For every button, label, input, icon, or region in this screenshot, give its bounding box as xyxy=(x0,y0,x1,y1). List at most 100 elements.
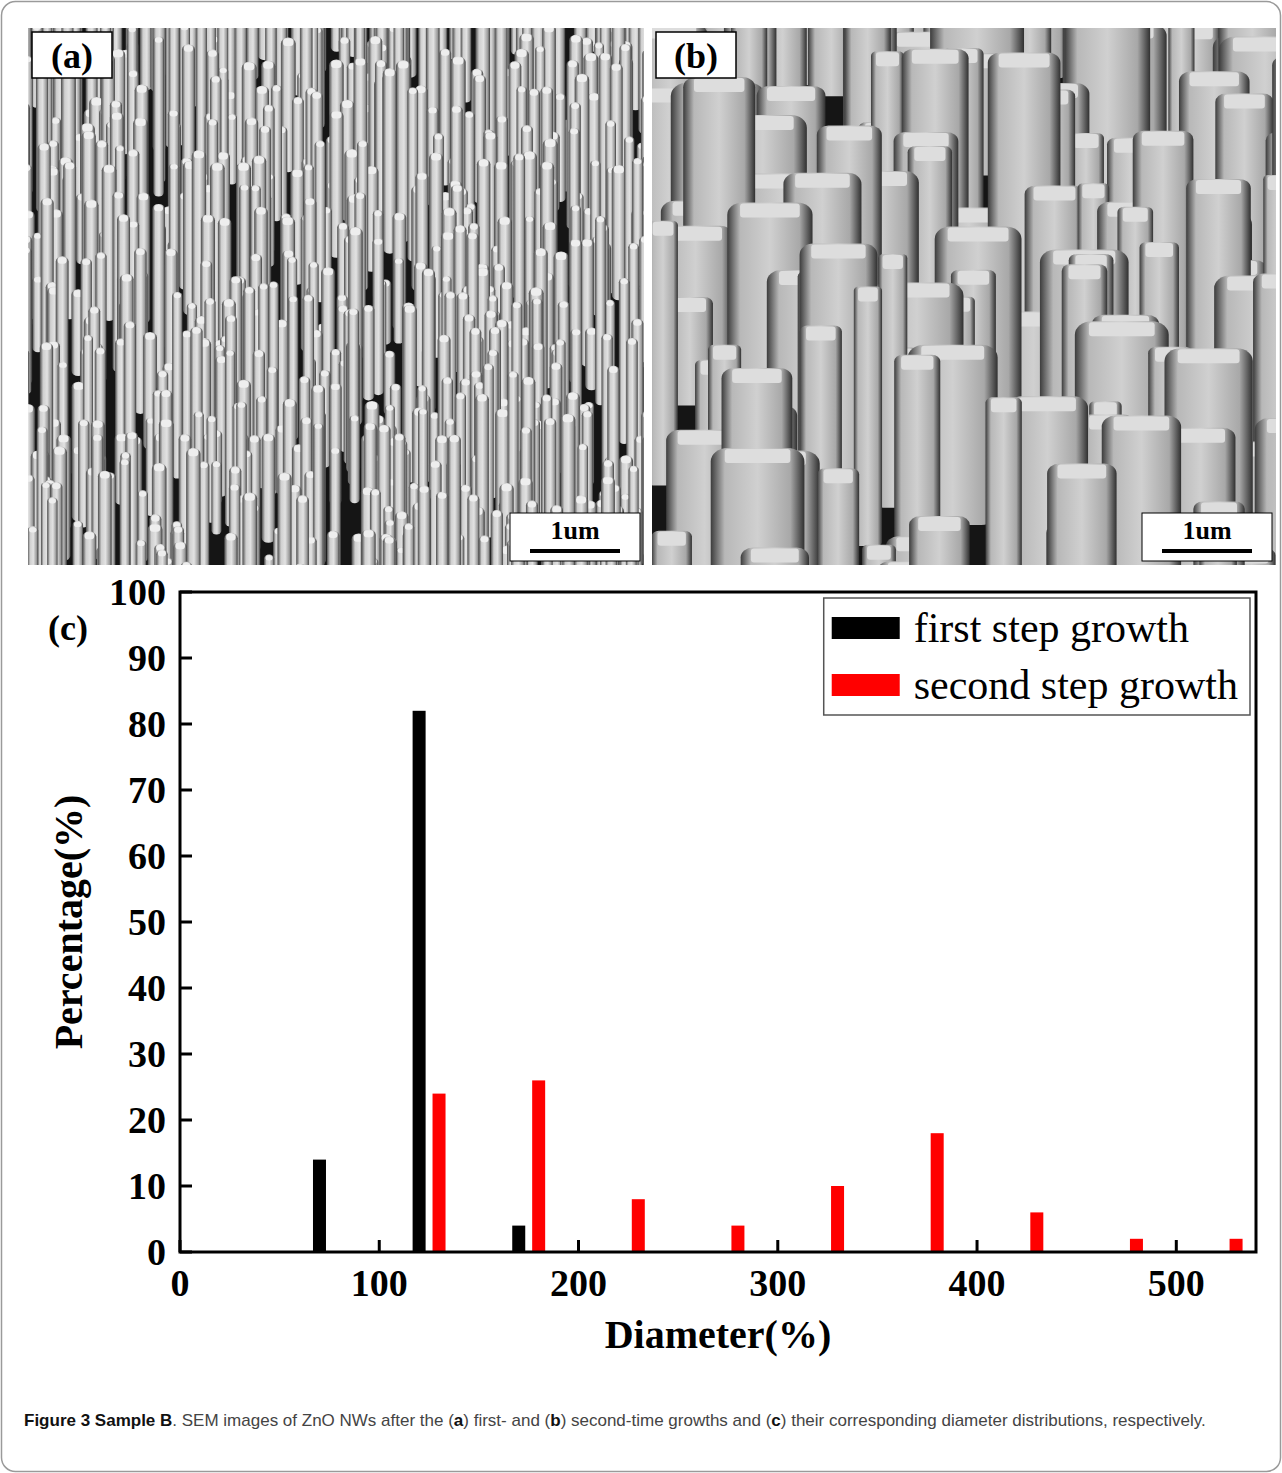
nanowire-top xyxy=(674,298,706,312)
nanowire-top xyxy=(273,86,281,91)
nanowire-top xyxy=(58,257,67,263)
nanowire-top xyxy=(633,320,641,326)
nanowire-top xyxy=(1262,274,1276,288)
nanowire-top xyxy=(137,86,147,93)
nanowire-top xyxy=(208,417,215,422)
nanowire-top xyxy=(228,115,235,120)
x-tick-label: 200 xyxy=(550,1262,607,1304)
nanowire-top xyxy=(443,277,450,282)
nanowire xyxy=(652,531,692,565)
nanowire-top xyxy=(315,424,322,429)
nanowire-top xyxy=(265,106,273,112)
nanowire-top xyxy=(571,240,580,246)
nanowire-top xyxy=(475,76,484,82)
nanowire-top xyxy=(28,57,31,62)
nanowire-top xyxy=(203,216,213,223)
y-tick-label: 80 xyxy=(128,703,166,745)
nanowire xyxy=(173,542,187,565)
nanowire-top xyxy=(212,163,222,170)
nanowire-top xyxy=(1142,132,1184,146)
x-tick-label: 0 xyxy=(171,1262,190,1304)
nanowire-top xyxy=(526,217,533,222)
nanowire-top xyxy=(1176,429,1225,443)
nanowire-top xyxy=(524,378,534,385)
nanowire-top xyxy=(453,185,462,191)
nanowire-top xyxy=(283,218,293,225)
nanowire-top xyxy=(28,405,33,412)
nanowire xyxy=(72,521,83,565)
nanowire-top xyxy=(444,208,454,215)
nanowire-top xyxy=(227,316,235,322)
nanowire xyxy=(436,492,448,565)
nanowire-top xyxy=(487,311,496,317)
nanowire-top xyxy=(1094,402,1117,416)
nanowire-top xyxy=(112,101,120,107)
nanowire xyxy=(418,485,431,565)
nanowire-top xyxy=(614,166,624,173)
nanowire-top xyxy=(74,383,84,390)
nanowire-top xyxy=(1224,95,1265,109)
nanowire-top xyxy=(209,120,217,125)
bar xyxy=(632,1199,645,1252)
figure-svg: (a)1um(b)1um0102030405060708090100010020… xyxy=(0,0,1282,1473)
nanowire-top xyxy=(119,215,128,221)
caption-text: ) second-time growths and ( xyxy=(561,1411,772,1430)
nanowire-top xyxy=(806,326,836,340)
nanowire-top xyxy=(28,248,30,254)
nanowire-top xyxy=(374,211,381,216)
caption-bold: b xyxy=(550,1411,560,1430)
nanowire xyxy=(292,97,304,186)
nanowire-top xyxy=(489,350,497,356)
nanowire-top xyxy=(515,154,523,160)
nanowire-top xyxy=(331,61,341,68)
nanowire-top xyxy=(247,118,256,125)
nanowire-top xyxy=(82,259,90,265)
nanowire-top xyxy=(91,98,101,105)
nanowire-top xyxy=(495,265,503,271)
nanowire-top xyxy=(867,546,891,560)
bar xyxy=(532,1080,545,1252)
nanowire-top xyxy=(117,434,127,441)
nanowire-top xyxy=(1268,176,1276,190)
nanowire-top xyxy=(1089,322,1155,336)
nanowire-top xyxy=(284,251,293,257)
nanowire-top xyxy=(620,279,628,284)
nanowire xyxy=(479,535,490,565)
x-tick-label: 500 xyxy=(1148,1262,1205,1304)
nanowire xyxy=(224,533,237,565)
nanowire-top xyxy=(1058,464,1107,478)
nanowire-top xyxy=(528,502,536,508)
nanowire-top xyxy=(200,462,208,468)
nanowire-top xyxy=(465,315,474,321)
nanowire-top xyxy=(356,193,364,199)
nanowire-top xyxy=(463,208,471,214)
nanowire-top xyxy=(117,146,124,151)
panel-label: (c) xyxy=(48,608,88,648)
nanowire-top xyxy=(166,249,175,256)
nanowire-top xyxy=(392,385,400,391)
nanowire-top xyxy=(491,328,499,334)
nanowire-top xyxy=(497,410,507,417)
nanowire-top xyxy=(626,137,633,142)
nanowire-top xyxy=(571,103,579,109)
bar xyxy=(831,1186,844,1252)
nanowire-top xyxy=(218,153,228,160)
nanowire-top xyxy=(170,164,177,169)
nanowire-top xyxy=(912,50,959,64)
nanowire-top xyxy=(725,449,791,463)
nanowire-top xyxy=(470,224,478,230)
nanowire-top xyxy=(518,87,525,92)
nanowire-top xyxy=(410,484,417,489)
y-tick xyxy=(180,921,192,924)
y-tick-label: 10 xyxy=(128,1165,166,1207)
nanowire-top xyxy=(571,36,580,43)
nanowire-top xyxy=(224,300,234,307)
nanowire-top xyxy=(212,77,220,83)
nanowire-top xyxy=(216,346,223,351)
nanowire-top xyxy=(256,208,265,215)
nanowire-top xyxy=(1178,349,1240,363)
nanowire-top xyxy=(918,517,960,531)
nanowire-top xyxy=(305,165,312,170)
nanowire-top xyxy=(86,201,96,208)
nanowire-top xyxy=(155,37,163,42)
